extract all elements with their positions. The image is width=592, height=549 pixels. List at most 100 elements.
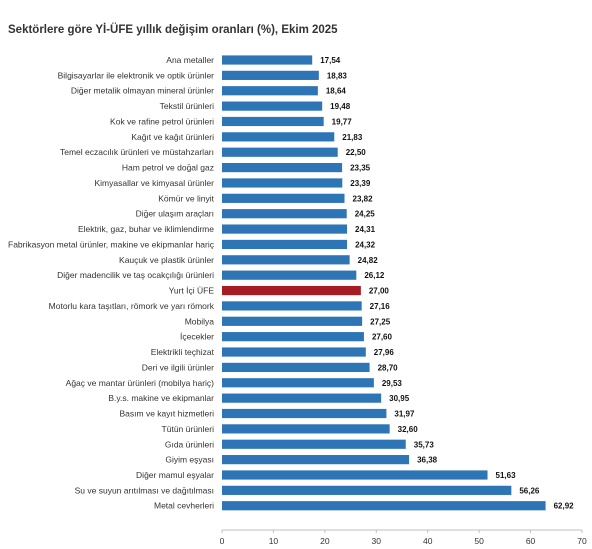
value-label-kok-ve-rafine-petrol-urunleri: 19,77 bbox=[332, 117, 353, 126]
category-label-gida-urunleri: Gıda ürünleri bbox=[165, 439, 214, 449]
x-tick-label-60: 60 bbox=[526, 536, 536, 546]
bar-metal-cevherleri bbox=[222, 501, 546, 511]
category-label-diger-mamul-esyalar: Diğer mamul eşyalar bbox=[136, 470, 214, 480]
value-label-kagit-ve-kagit-urunleri: 21,83 bbox=[342, 133, 363, 142]
value-label-bilgisayarlar-ile-elektronik-ve-optik-urunler: 18,83 bbox=[327, 71, 348, 80]
value-label-metal-cevherleri: 62,92 bbox=[554, 502, 575, 511]
value-label-diger-metalik-olmayan-mineral-urunler: 18,64 bbox=[326, 87, 347, 96]
bar-elektrik-gaz-buhar-ve-iklimlendirme bbox=[222, 224, 348, 234]
bar-komur-ve-linyit bbox=[222, 193, 345, 203]
category-label-temel-eczacilik-urunleri-ve-mustahzarlari: Temel eczacılık ürünleri ve müstahzarlar… bbox=[60, 147, 214, 157]
category-label-metal-cevherleri: Metal cevherleri bbox=[154, 501, 214, 511]
bar-bilgisayarlar-ile-elektronik-ve-optik-urunler bbox=[222, 70, 319, 80]
x-tick-label-40: 40 bbox=[423, 536, 433, 546]
bar-kok-ve-rafine-petrol-urunleri bbox=[222, 116, 324, 127]
bar-ham-petrol-ve-dogal-gaz bbox=[222, 162, 343, 173]
value-label-basim-ve-kayit-hizmetleri: 31,97 bbox=[394, 410, 415, 419]
category-label-basim-ve-kayit-hizmetleri: Basım ve kayıt hizmetleri bbox=[120, 409, 215, 419]
category-label-ham-petrol-ve-dogal-gaz: Ham petrol ve doğal gaz bbox=[122, 163, 214, 173]
value-label-giyim-esyasi: 36,38 bbox=[417, 456, 438, 465]
value-label-b-y-s-makine-ve-ekipmanlar: 30,95 bbox=[389, 394, 410, 403]
value-label-kimyasallar-ve-kimyasal-urunler: 23,39 bbox=[350, 179, 371, 188]
value-label-elektrikli-techizat: 27,96 bbox=[374, 348, 395, 357]
category-label-icecekler: İçecekler bbox=[180, 332, 214, 342]
bar-kimyasallar-ve-kimyasal-urunler bbox=[222, 178, 343, 188]
bar-tutun-urunleri bbox=[222, 424, 390, 434]
bar-tekstil-urunleri bbox=[222, 101, 323, 111]
value-label-gida-urunleri: 35,73 bbox=[414, 440, 435, 449]
category-label-b-y-s-makine-ve-ekipmanlar: B.y.s. makine ve ekipmanlar bbox=[108, 393, 214, 403]
x-tick-label-30: 30 bbox=[372, 536, 382, 546]
category-label-yurt-ici-ufe: Yurt İçi ÜFE bbox=[169, 286, 215, 296]
category-label-motorlu-kara-tasitlari-romork-ve-yari-romork: Motorlu kara taşıtları, römork ve yarı r… bbox=[49, 301, 215, 311]
value-label-icecekler: 27,60 bbox=[372, 333, 393, 342]
category-label-diger-metalik-olmayan-mineral-urunler: Diğer metalik olmayan mineral ürünler bbox=[71, 86, 214, 96]
category-label-ana-metaller: Ana metaller bbox=[166, 55, 214, 65]
category-label-tutun-urunleri: Tütün ürünleri bbox=[162, 424, 215, 434]
category-label-bilgisayarlar-ile-elektronik-ve-optik-urunler: Bilgisayarlar ile elektronik ve optik ür… bbox=[58, 70, 215, 80]
value-label-diger-madencilik-ve-tas-ocakciligi-urunleri: 26,12 bbox=[364, 271, 385, 280]
bar-yurt-ici-ufe bbox=[222, 285, 361, 296]
bar-mobilya bbox=[222, 316, 363, 326]
value-label-temel-eczacilik-urunleri-ve-mustahzarlari: 22,50 bbox=[346, 148, 367, 157]
bar-motorlu-kara-tasitlari-romork-ve-yari-romork bbox=[222, 301, 362, 311]
value-label-tutun-urunleri: 32,60 bbox=[398, 425, 419, 434]
value-label-komur-ve-linyit: 23,82 bbox=[353, 194, 374, 203]
category-label-kok-ve-rafine-petrol-urunleri: Kok ve rafine petrol ürünleri bbox=[110, 116, 214, 126]
x-tick-label-50: 50 bbox=[474, 536, 484, 546]
category-label-tekstil-urunleri: Tekstil ürünleri bbox=[160, 101, 214, 111]
value-label-agac-ve-mantar-urunleri-mobilya-haric: 29,53 bbox=[382, 379, 403, 388]
x-tick-label-0: 0 bbox=[220, 536, 225, 546]
value-label-motorlu-kara-tasitlari-romork-ve-yari-romork: 27,16 bbox=[370, 302, 391, 311]
bar-temel-eczacilik-urunleri-ve-mustahzarlari bbox=[222, 147, 338, 157]
value-label-ana-metaller: 17,54 bbox=[320, 56, 341, 65]
bar-kaucuk-ve-plastik-urunler bbox=[222, 255, 350, 265]
bar-diger-mamul-esyalar bbox=[222, 470, 488, 480]
category-label-su-ve-suyun-aritilmasi-ve-dagitilmasi: Su ve suyun arıtılması ve dağıtılması bbox=[75, 485, 214, 495]
category-label-kaucuk-ve-plastik-urunler: Kauçuk ve plastik ürünler bbox=[119, 255, 214, 265]
bar-giyim-esyasi bbox=[222, 455, 410, 465]
x-tick-label-20: 20 bbox=[320, 536, 330, 546]
category-label-komur-ve-linyit: Kömür ve linyit bbox=[158, 193, 214, 203]
value-label-diger-ulasim-araclari: 24,25 bbox=[355, 210, 376, 219]
category-label-diger-madencilik-ve-tas-ocakciligi-urunleri: Diğer madencilik ve taş ocakçılığı ürünl… bbox=[57, 270, 214, 280]
bar-deri-ve-ilgili-urunler bbox=[222, 362, 370, 372]
value-label-elektrik-gaz-buhar-ve-iklimlendirme: 24,31 bbox=[355, 225, 376, 234]
bar-b-y-s-makine-ve-ekipmanlar bbox=[222, 393, 382, 403]
bar-diger-ulasim-araclari bbox=[222, 209, 347, 219]
bar-elektrikli-techizat bbox=[222, 347, 366, 357]
category-label-diger-ulasim-araclari: Diğer ulaşım araçları bbox=[136, 209, 214, 219]
bar-gida-urunleri bbox=[222, 439, 406, 449]
value-label-fabrikasyon-metal-urunler-makine-ve-ekipmanlar-haric: 24,32 bbox=[355, 240, 376, 249]
bar-su-ve-suyun-aritilmasi-ve-dagitilmasi bbox=[222, 485, 512, 495]
bar-kagit-ve-kagit-urunleri bbox=[222, 132, 335, 142]
bar-icecekler bbox=[222, 332, 364, 342]
value-label-kaucuk-ve-plastik-urunler: 24,82 bbox=[358, 256, 379, 265]
bar-basim-ve-kayit-hizmetleri bbox=[222, 408, 387, 419]
value-label-tekstil-urunleri: 19,48 bbox=[330, 102, 351, 111]
bar-agac-ve-mantar-urunleri-mobilya-haric bbox=[222, 378, 374, 388]
category-label-agac-ve-mantar-urunleri-mobilya-haric: Ağaç ve mantar ürünleri (mobilya hariç) bbox=[66, 378, 215, 388]
category-label-kimyasallar-ve-kimyasal-urunler: Kimyasallar ve kimyasal ürünler bbox=[94, 178, 214, 188]
bar-fabrikasyon-metal-urunler-makine-ve-ekipmanlar-haric bbox=[222, 239, 348, 250]
category-label-deri-ve-ilgili-urunler: Deri ve ilgili ürünler bbox=[142, 362, 214, 372]
x-tick-label-10: 10 bbox=[269, 536, 279, 546]
bar-ana-metaller bbox=[222, 55, 313, 65]
value-label-ham-petrol-ve-dogal-gaz: 23,35 bbox=[350, 164, 371, 173]
category-label-elektrik-gaz-buhar-ve-iklimlendirme: Elektrik, gaz, buhar ve iklimlendirme bbox=[78, 224, 214, 234]
value-label-deri-ve-ilgili-urunler: 28,70 bbox=[378, 363, 399, 372]
bar-diger-madencilik-ve-tas-ocakciligi-urunleri bbox=[222, 270, 357, 280]
bar-diger-metalik-olmayan-mineral-urunler bbox=[222, 86, 318, 96]
value-label-su-ve-suyun-aritilmasi-ve-dagitilmasi: 56,26 bbox=[519, 486, 540, 495]
value-label-mobilya: 27,25 bbox=[370, 317, 391, 326]
category-label-elektrikli-techizat: Elektrikli teçhizat bbox=[151, 347, 215, 357]
category-label-giyim-esyasi: Giyim eşyası bbox=[165, 455, 214, 465]
value-label-diger-mamul-esyalar: 51,63 bbox=[496, 471, 517, 480]
category-label-fabrikasyon-metal-urunler-makine-ve-ekipmanlar-haric: Fabrikasyon metal ürünler, makine ve eki… bbox=[8, 239, 215, 249]
chart-title: Sektörlere göre Yİ-ÜFE yıllık değişim or… bbox=[8, 24, 338, 36]
x-tick-label-70: 70 bbox=[577, 536, 587, 546]
category-label-kagit-ve-kagit-urunleri: Kağıt ve kağıt ürünleri bbox=[131, 132, 214, 142]
category-label-mobilya: Mobilya bbox=[185, 316, 215, 326]
value-label-yurt-ici-ufe: 27,00 bbox=[369, 287, 390, 296]
